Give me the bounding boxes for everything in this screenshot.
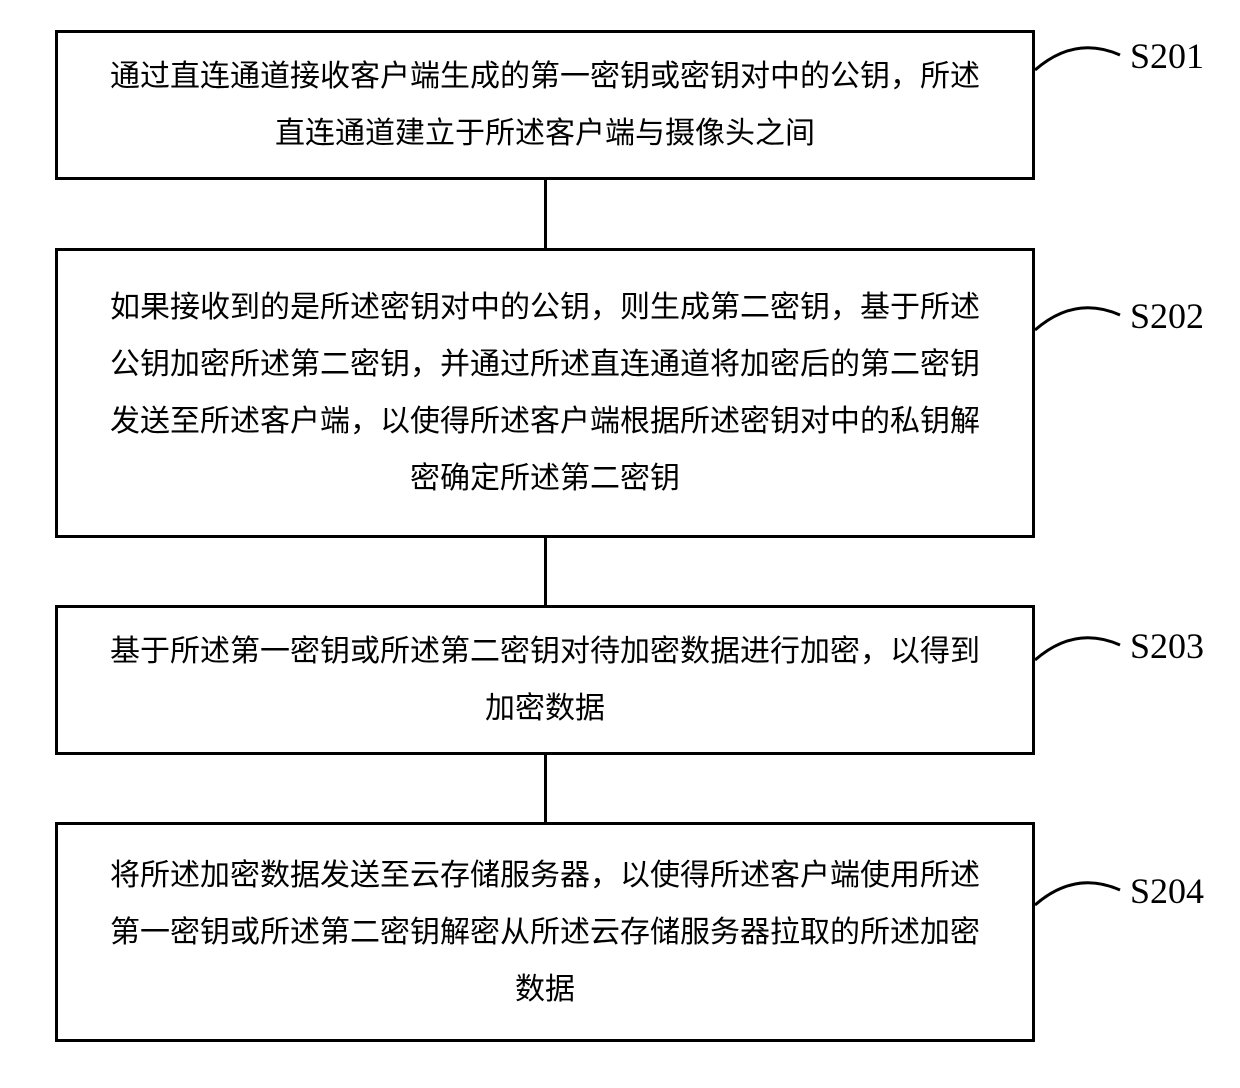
step-label-text: S201 [1130,36,1204,76]
flow-step-text: 如果接收到的是所述密钥对中的公钥，则生成第二密钥，基于所述公钥加密所述第二密钥，… [98,279,992,507]
flow-connector [544,755,547,822]
step-label-s203: S203 [1130,625,1204,667]
step-label-text: S202 [1130,296,1204,336]
callout-bracket [1030,865,1125,910]
flow-step-s203: 基于所述第一密钥或所述第二密钥对待加密数据进行加密，以得到加密数据 [55,605,1035,755]
step-label-s204: S204 [1130,870,1204,912]
step-label-text: S204 [1130,871,1204,911]
flow-connector [544,538,547,605]
flow-step-text: 基于所述第一密钥或所述第二密钥对待加密数据进行加密，以得到加密数据 [98,623,992,737]
step-label-s202: S202 [1130,295,1204,337]
step-label-s201: S201 [1130,35,1204,77]
flow-step-s202: 如果接收到的是所述密钥对中的公钥，则生成第二密钥，基于所述公钥加密所述第二密钥，… [55,248,1035,538]
flowchart-canvas: 通过直连通道接收客户端生成的第一密钥或密钥对中的公钥，所述直连通道建立于所述客户… [0,0,1240,1088]
callout-bracket [1030,290,1125,335]
step-label-text: S203 [1130,626,1204,666]
callout-bracket [1030,620,1125,665]
flow-step-s201: 通过直连通道接收客户端生成的第一密钥或密钥对中的公钥，所述直连通道建立于所述客户… [55,30,1035,180]
callout-bracket [1030,30,1125,75]
flow-step-s204: 将所述加密数据发送至云存储服务器，以使得所述客户端使用所述第一密钥或所述第二密钥… [55,822,1035,1042]
flow-step-text: 通过直连通道接收客户端生成的第一密钥或密钥对中的公钥，所述直连通道建立于所述客户… [98,48,992,162]
flow-connector [544,180,547,248]
flow-step-text: 将所述加密数据发送至云存储服务器，以使得所述客户端使用所述第一密钥或所述第二密钥… [98,847,992,1018]
